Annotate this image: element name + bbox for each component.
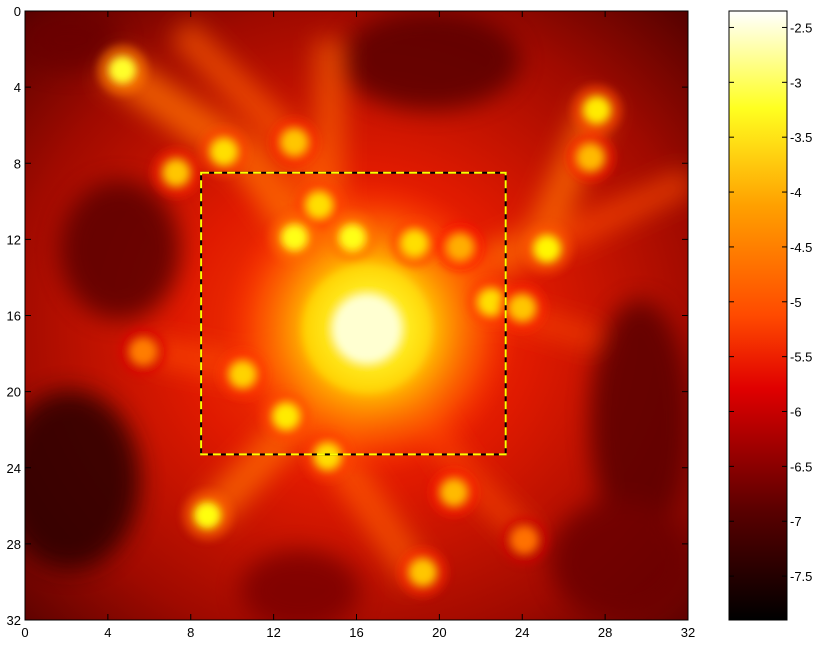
colorbar-tick-label: -5 [790,295,802,310]
halo-layer [97,45,622,598]
colorbar-tick-label: -6.5 [790,459,812,474]
x-tick-label: 24 [515,625,529,640]
colorbar-tick-label: -7.5 [790,569,812,584]
colorbar-tick-label: -3 [790,75,802,90]
colorbar-ticks: -2.5 -3 -3.5 -4 -4.5 -5 -5.5 -6 -6.5 -7 -7.5 [729,20,812,584]
highlight-box-dash [200,171,507,456]
x-tick-label: 8 [187,625,194,640]
halo [229,361,256,388]
density-map [25,11,688,620]
x-tick-label: 16 [349,625,363,640]
x-tick-label: 4 [104,625,111,640]
halo [306,192,333,219]
y-tick-label: 16 [7,309,21,324]
halo [109,56,136,83]
x-tick-label: 20 [432,625,446,640]
colorbar-tick-label: -5.5 [790,350,812,365]
x-tick-label: 32 [681,625,695,640]
colorbar-tick-label: -6 [790,405,802,420]
colorbar-tick-label: -4.5 [790,240,812,255]
halo [509,294,536,321]
halo [194,502,221,529]
x-tick-label: 12 [266,625,280,640]
halo [281,224,308,251]
halo [339,224,366,251]
halo [534,235,561,262]
halo [314,443,341,470]
y-tick-label: 28 [7,537,21,552]
halo [130,338,157,365]
highlight-box [200,171,507,456]
y-tick-label: 32 [7,613,21,628]
colorbar [728,10,788,621]
dark-voids [25,11,688,620]
halo [511,527,538,554]
x-axis: 0 4 8 12 16 20 24 28 32 [21,11,695,640]
halo [210,138,237,165]
y-axis: 0 4 8 12 16 20 24 28 32 [7,4,688,628]
halo [281,129,308,156]
halo [577,144,604,171]
y-tick-label: 20 [7,385,21,400]
y-tick-label: 24 [7,461,21,476]
x-tick-label: 28 [598,625,612,640]
halo [332,294,401,363]
colorbar-tick-label: -2.5 [790,20,812,35]
halo [447,233,474,260]
halo [409,559,436,586]
colorbar-tick-label: -4 [790,185,802,200]
halo [440,479,467,506]
halo [583,96,610,123]
y-tick-label: 12 [7,232,21,247]
halo [163,159,190,186]
x-tick-label: 0 [21,625,28,640]
y-tick-label: 4 [14,80,21,95]
halo [401,230,428,257]
halo [273,403,300,430]
colorbar-tick-label: -7 [790,514,802,529]
y-tick-label: 0 [14,4,21,19]
y-tick-label: 8 [14,156,21,171]
colorbar-tick-label: -3.5 [790,130,812,145]
